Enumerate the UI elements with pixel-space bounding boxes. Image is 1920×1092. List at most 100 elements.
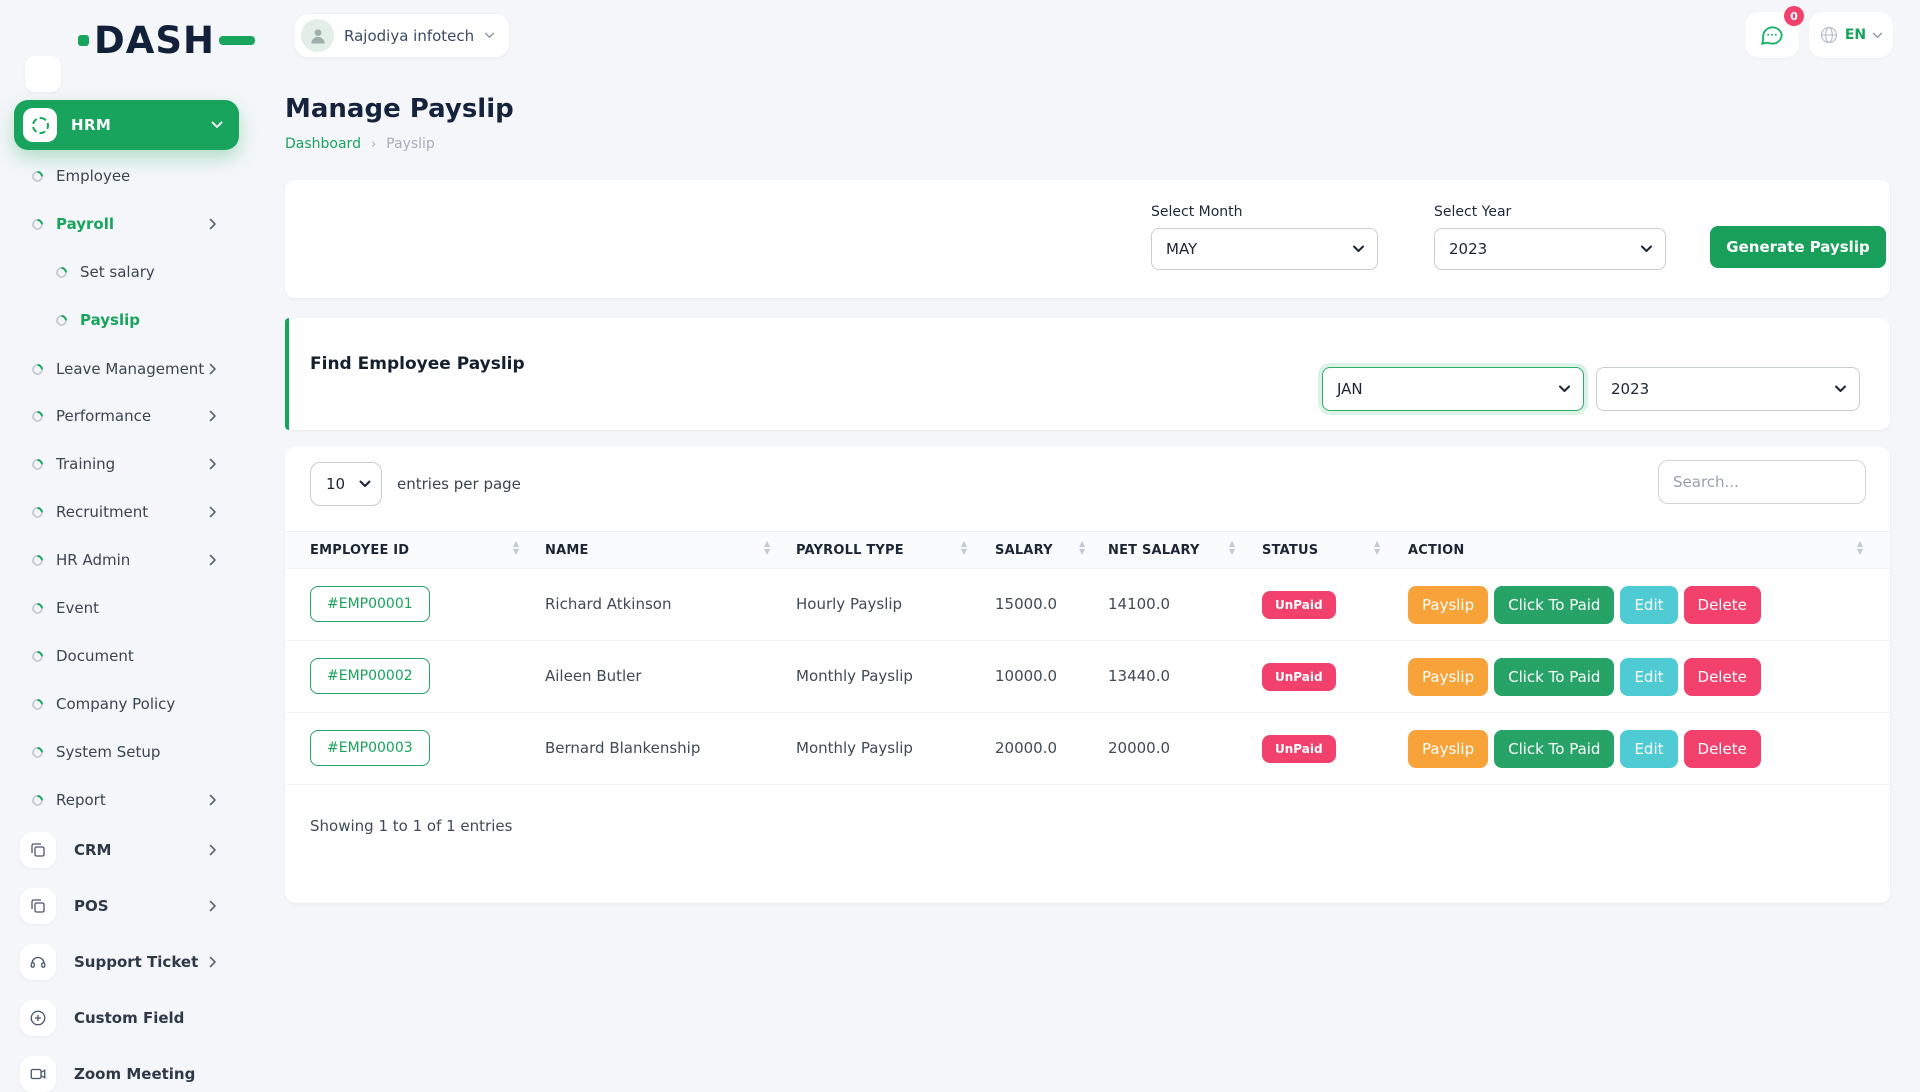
column-payroll-type[interactable]: PAYROLL TYPE (796, 543, 904, 558)
breadcrumb-current: Payslip (386, 136, 435, 152)
bullet-icon (29, 504, 46, 520)
language-selector[interactable]: EN (1809, 12, 1893, 58)
messages-button[interactable]: 0 (1745, 6, 1804, 58)
chevron-right-icon (209, 956, 217, 968)
table-row: #EMP00002 Aileen Butler Monthly Payslip … (285, 641, 1890, 713)
payslip-button[interactable]: Payslip (1408, 586, 1489, 624)
click-to-paid-button[interactable]: Click To Paid (1494, 658, 1615, 696)
sidebar-item-document[interactable]: Document (0, 644, 255, 668)
sort-icon: ▲ ▼ (1374, 539, 1381, 556)
chevron-right-icon (209, 900, 217, 912)
column-net-salary[interactable]: NET SALARY (1108, 543, 1200, 558)
accent-bar (285, 318, 289, 430)
breadcrumb-dashboard-link[interactable]: Dashboard (285, 136, 361, 152)
find-month-select[interactable]: JAN (1322, 367, 1584, 411)
bullet-icon (29, 648, 46, 664)
page-size-select[interactable]: 10 (310, 462, 382, 506)
cell-name: Bernard Blankenship (545, 739, 701, 757)
delete-button[interactable]: Delete (1683, 658, 1761, 696)
sidebar-item-event[interactable]: Event (0, 596, 255, 620)
column-status[interactable]: STATUS (1262, 543, 1319, 558)
find-year-select[interactable]: 2023 (1596, 367, 1860, 411)
logo-accent-dot (78, 35, 89, 46)
page-title: Manage Payslip (285, 94, 514, 124)
payslip-button[interactable]: Payslip (1408, 730, 1489, 768)
sidebar-module-crm[interactable]: CRM (0, 832, 255, 868)
generate-payslip-button[interactable]: Generate Payslip (1710, 226, 1886, 268)
bullet-icon (29, 216, 46, 232)
sidebar-module-hrm[interactable]: HRM (14, 100, 239, 150)
sidebar-item-hr-admin[interactable]: HR Admin (0, 548, 255, 572)
delete-button[interactable]: Delete (1683, 730, 1761, 768)
chevron-right-icon (209, 218, 217, 230)
avatar (301, 19, 334, 52)
chevron-down-icon (359, 480, 371, 488)
cell-payroll-type: Monthly Payslip (796, 667, 913, 685)
sidebar-module-support-ticket[interactable]: Support Ticket (0, 944, 255, 980)
select-year-label: Select Year (1434, 204, 1512, 220)
find-payslip-title: Find Employee Payslip (310, 354, 525, 374)
sidebar-item-set-salary[interactable]: Set salary (0, 260, 255, 284)
status-badge: UnPaid (1262, 663, 1336, 691)
edit-button[interactable]: Edit (1620, 586, 1678, 624)
column-salary[interactable]: SALARY (995, 543, 1053, 558)
sidebar-item-report[interactable]: Report (0, 788, 255, 812)
sort-icon: ▲ ▼ (1229, 539, 1236, 556)
table-entries-summary: Showing 1 to 1 of 1 entries (310, 817, 513, 835)
delete-button[interactable]: Delete (1683, 586, 1761, 624)
cell-payroll-type: Monthly Payslip (796, 739, 913, 757)
chevron-down-icon (484, 32, 495, 39)
column-employee-id[interactable]: EMPLOYEE ID (310, 543, 410, 558)
chevron-down-icon (1640, 245, 1653, 253)
employee-id-button[interactable]: #EMP00002 (310, 658, 430, 694)
sidebar-item-training[interactable]: Training (0, 452, 255, 476)
chevron-right-icon (209, 458, 217, 470)
bullet-icon (53, 312, 70, 328)
employee-id-button[interactable]: #EMP00003 (310, 730, 430, 766)
row-actions: Payslip Click To Paid Edit Delete (1408, 586, 1761, 624)
globe-icon (1819, 25, 1839, 45)
page-size-label: entries per page (397, 475, 521, 493)
bullet-icon (29, 744, 46, 760)
sidebar-item-system-setup[interactable]: System Setup (0, 740, 255, 764)
logo-accent-dash (218, 36, 255, 45)
chevron-right-icon (209, 363, 217, 375)
sidebar-scrolled-item-peek (25, 56, 61, 92)
column-name[interactable]: NAME (545, 543, 589, 558)
year-select[interactable]: 2023 (1434, 228, 1666, 270)
cell-salary: 15000.0 (995, 595, 1058, 613)
payslip-button[interactable]: Payslip (1408, 658, 1489, 696)
company-switcher[interactable]: Rajodiya infotech (294, 13, 511, 58)
search-input[interactable] (1658, 460, 1866, 504)
chevron-down-icon (211, 121, 223, 129)
click-to-paid-button[interactable]: Click To Paid (1494, 586, 1615, 624)
sidebar-module-custom-field[interactable]: Custom Field (0, 1000, 255, 1036)
sidebar-item-performance[interactable]: Performance (0, 404, 255, 428)
cell-net-salary: 20000.0 (1108, 739, 1171, 757)
sidebar-item-employee[interactable]: Employee (0, 164, 255, 188)
column-action[interactable]: ACTION (1408, 543, 1465, 558)
cell-payroll-type: Hourly Payslip (796, 595, 903, 613)
edit-button[interactable]: Edit (1620, 730, 1678, 768)
click-to-paid-button[interactable]: Click To Paid (1494, 730, 1615, 768)
status-badge: UnPaid (1262, 735, 1336, 763)
cell-name: Aileen Butler (545, 667, 642, 685)
chevron-down-icon (1834, 385, 1847, 393)
row-actions: Payslip Click To Paid Edit Delete (1408, 730, 1761, 768)
sidebar-module-pos[interactable]: POS (0, 888, 255, 924)
employee-id-button[interactable]: #EMP00001 (310, 586, 430, 622)
sidebar-item-recruitment[interactable]: Recruitment (0, 500, 255, 524)
month-select[interactable]: MAY (1151, 228, 1378, 270)
sidebar-item-payroll[interactable]: Payroll (0, 212, 255, 236)
sidebar-item-company-policy[interactable]: Company Policy (0, 692, 255, 716)
sidebar-item-payslip[interactable]: Payslip (0, 308, 255, 332)
app-logo[interactable]: DASH (78, 22, 255, 59)
video-icon (20, 1056, 56, 1092)
edit-button[interactable]: Edit (1620, 658, 1678, 696)
chevron-down-icon (1872, 32, 1883, 39)
sidebar-item-leave-management[interactable]: Leave Management (0, 357, 255, 381)
generate-payslip-card: Select Month MAY Select Year 2023 Genera… (285, 180, 1890, 298)
logo-text: DASH (94, 19, 215, 62)
cell-salary: 20000.0 (995, 739, 1058, 757)
sidebar-module-zoom-meeting[interactable]: Zoom Meeting (0, 1056, 255, 1092)
